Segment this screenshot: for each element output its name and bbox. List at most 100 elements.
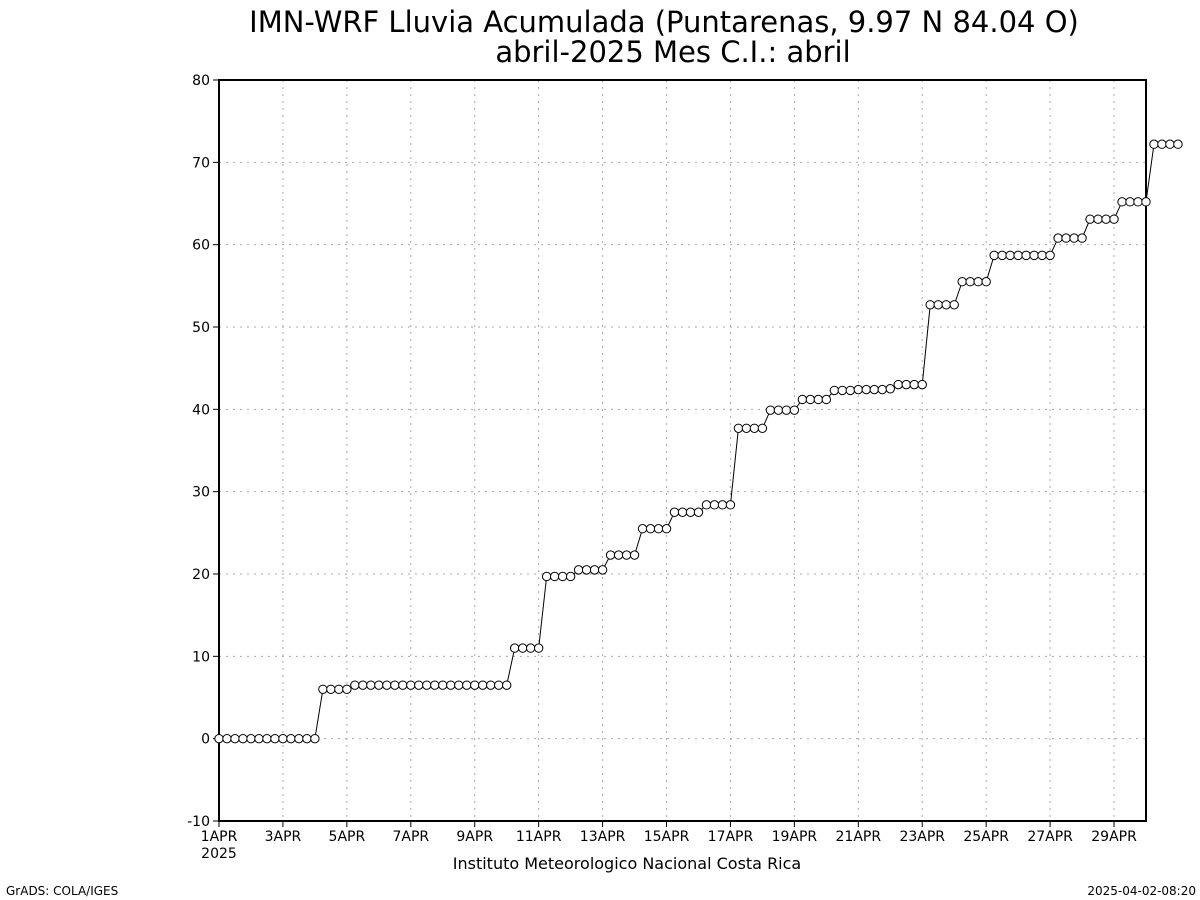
data-point [509,643,520,653]
data-point [917,379,927,390]
data-point [1061,233,1071,243]
y-tick-label: 30 [192,485,210,501]
data-point [1069,233,1079,243]
data-point [661,524,672,534]
data-point [773,405,784,415]
x-tick-label: 3APR [265,829,302,845]
x-tick-label: 19APR [772,829,818,845]
data-point [637,524,648,534]
chart-title: IMN-WRF Lluvia Acumulada (Puntarenas, 9.… [249,5,1079,39]
data-point [909,379,919,390]
x-tick-label: 23APR [899,829,945,845]
data-point [1029,250,1039,261]
data-point [494,680,504,690]
x-tick-label: 11APR [516,829,562,845]
data-point [925,300,935,310]
data-point [1165,139,1175,149]
grid-lines [219,80,1146,821]
data-points [214,139,1183,744]
series-line [219,143,1178,740]
data-point [310,733,320,744]
data-point [462,680,472,690]
data-point [478,680,488,690]
data-point [414,680,424,690]
y-tick-label: -10 [187,814,210,830]
data-point [1077,233,1087,243]
data-point [629,550,640,560]
data-point [757,423,768,433]
data-point [549,571,560,582]
data-point [789,405,800,415]
data-point [589,565,600,575]
data-point [853,384,864,395]
data-point [454,680,464,690]
data-point [781,405,792,415]
data-point [525,643,536,653]
data-point [581,565,592,575]
data-point [238,733,248,744]
data-point [901,379,911,390]
x-year-label: 2025 [201,846,237,862]
data-point [541,571,552,582]
data-point [869,384,879,395]
data-point [366,680,376,690]
data-point [1173,139,1183,149]
data-point [1013,250,1023,261]
plot-frame [218,79,1147,822]
data-point [813,394,824,405]
data-point [645,524,656,534]
data-point [406,680,416,690]
data-point [501,680,512,690]
data-point [797,394,808,405]
data-point [765,405,776,415]
y-tick-label: 50 [192,320,210,336]
data-point [613,550,624,560]
data-point [374,680,384,690]
x-tick-label: 5APR [329,829,366,845]
data-point [1117,197,1127,207]
data-point [941,300,951,310]
data-point [486,680,496,690]
data-point [741,423,752,433]
data-point [470,680,480,690]
y-tick-label: 40 [192,402,210,418]
data-point [350,680,360,690]
data-point [430,680,440,690]
data-point [214,733,224,744]
x-tick-label: 21APR [836,829,882,845]
x-tick-label: 13APR [580,829,626,845]
y-tick-label: 10 [192,649,210,665]
x-tick-label: 25APR [963,829,1009,845]
data-point [981,277,991,287]
x-tick-label: 17APR [708,829,754,845]
data-point [230,733,240,744]
data-point [973,277,983,287]
data-point [1133,197,1143,207]
data-point [302,733,312,744]
data-point [933,300,943,310]
data-point [997,250,1007,261]
data-point [845,385,856,396]
data-point [1125,197,1135,207]
data-point [533,643,544,653]
data-point [1037,250,1047,261]
y-axis: -10 0 10 20 30 40 50 60 70 80 [187,73,219,830]
data-point [286,733,296,744]
data-point [1085,214,1095,224]
data-point [557,571,568,582]
data-point [821,394,832,405]
data-point [805,394,816,405]
data-point [446,680,456,690]
data-point [989,250,999,261]
chart-subtitle: abril-2025 Mes C.I.: abril [495,35,850,69]
data-point [438,680,448,690]
data-point [246,733,256,744]
data-point [1149,139,1159,149]
x-tick-label: 7APR [392,829,429,845]
x-tick-label: 29APR [1091,829,1137,845]
data-point [669,507,680,517]
data-point [278,733,288,744]
y-tick-label: 60 [192,238,210,254]
data-point [877,384,887,395]
